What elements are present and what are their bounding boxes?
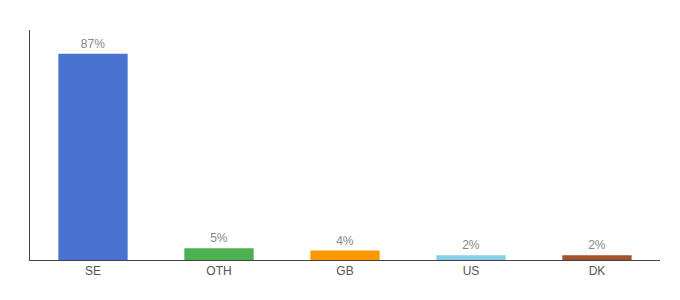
svg-text:OTH: OTH: [206, 264, 231, 278]
svg-text:87%: 87%: [81, 37, 105, 51]
svg-text:GB: GB: [336, 264, 353, 278]
svg-text:2%: 2%: [588, 238, 606, 252]
svg-text:SE: SE: [85, 264, 101, 278]
svg-text:US: US: [463, 264, 480, 278]
svg-text:4%: 4%: [336, 234, 354, 248]
svg-text:5%: 5%: [210, 231, 228, 245]
svg-text:DK: DK: [589, 264, 606, 278]
svg-text:2%: 2%: [462, 238, 480, 252]
